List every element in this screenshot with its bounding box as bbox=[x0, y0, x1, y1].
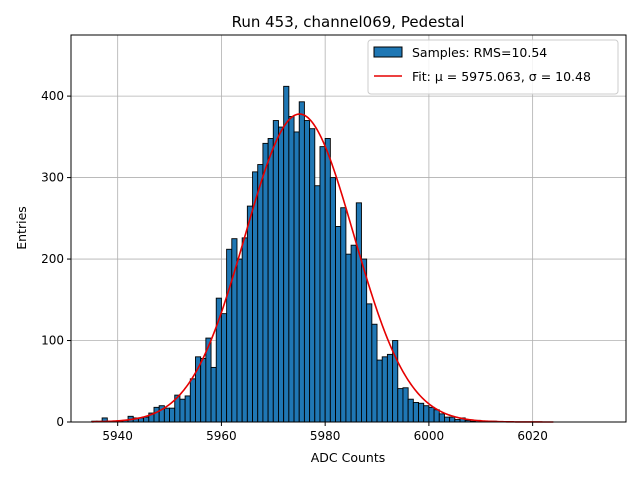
histogram-bar bbox=[319, 146, 326, 423]
histogram-bar bbox=[324, 138, 331, 423]
legend-label-fit: Fit: μ = 5975.063, σ = 10.48 bbox=[412, 69, 591, 84]
histogram-bar bbox=[355, 202, 362, 423]
histogram-bar bbox=[288, 116, 295, 423]
x-tick-label: 6000 bbox=[414, 429, 445, 443]
histogram-bar bbox=[407, 398, 414, 423]
x-tick-label: 5960 bbox=[206, 429, 237, 443]
histogram-bar bbox=[153, 406, 160, 423]
histogram-bar bbox=[257, 164, 264, 423]
histogram-bar bbox=[314, 185, 321, 423]
histogram-bar bbox=[283, 85, 290, 423]
histogram-bar bbox=[412, 401, 419, 423]
histogram-bar bbox=[272, 120, 279, 423]
histogram-bar bbox=[449, 416, 456, 423]
histogram-bar bbox=[350, 244, 357, 423]
histogram-bar bbox=[418, 402, 425, 423]
histogram-bar bbox=[423, 405, 430, 423]
y-tick-label: 300 bbox=[41, 171, 64, 185]
histogram-bar bbox=[402, 387, 409, 423]
histogram-bar bbox=[366, 303, 373, 423]
histogram-bar bbox=[329, 177, 336, 423]
x-tick-label: 5940 bbox=[102, 429, 133, 443]
legend-label-samples: Samples: RMS=10.54 bbox=[412, 45, 547, 60]
plot-frame bbox=[70, 34, 627, 423]
histogram-bar bbox=[246, 205, 253, 423]
histogram-bar bbox=[143, 416, 150, 423]
histogram-bar bbox=[428, 406, 435, 423]
y-tick-label: 200 bbox=[41, 252, 64, 266]
histogram-bar bbox=[397, 388, 404, 423]
y-tick-label: 100 bbox=[41, 334, 64, 348]
histogram-bar bbox=[371, 323, 378, 423]
y-tick-label: 400 bbox=[41, 89, 64, 103]
histogram-bar bbox=[381, 356, 388, 423]
x-tick-label: 6020 bbox=[517, 429, 548, 443]
histogram-bar bbox=[386, 353, 394, 423]
histogram-bar bbox=[210, 366, 217, 423]
histogram-bar bbox=[444, 416, 451, 423]
y-tick-label: 0 bbox=[56, 415, 64, 429]
histogram-bar bbox=[189, 378, 196, 423]
histogram-bar bbox=[200, 358, 207, 423]
x-axis-label: ADC Counts bbox=[311, 450, 386, 465]
histogram-bar bbox=[236, 258, 243, 423]
x-tick-label: 5980 bbox=[310, 429, 341, 443]
histogram-bar bbox=[433, 409, 440, 423]
histogram-bar bbox=[298, 101, 305, 423]
histogram-bar bbox=[340, 207, 347, 423]
legend-box bbox=[367, 39, 619, 95]
histogram-bar bbox=[163, 407, 171, 423]
histogram-bar bbox=[262, 142, 269, 423]
histogram-bar bbox=[179, 398, 186, 423]
histogram-bar bbox=[278, 126, 285, 423]
histogram-bar bbox=[220, 313, 228, 423]
histogram-bar bbox=[293, 131, 300, 423]
histogram-bar bbox=[267, 138, 274, 423]
x-axis-ticks: 5940 5960 5980 6000 6020 bbox=[102, 422, 548, 443]
histogram-bar bbox=[335, 226, 342, 423]
histogram-bar bbox=[241, 237, 248, 423]
y-axis-ticks: 0 100 200 300 400 bbox=[41, 89, 71, 429]
legend-swatch-samples bbox=[373, 46, 403, 58]
chart-title: Run 453, channel069, Pedestal bbox=[232, 13, 465, 31]
histogram-bar bbox=[345, 253, 352, 423]
histogram-bar bbox=[184, 395, 191, 423]
histogram-bar bbox=[303, 120, 311, 423]
legend: Samples: RMS=10.54 Fit: μ = 5975.063, σ … bbox=[367, 39, 619, 95]
histogram-bar bbox=[376, 359, 383, 423]
histogram-bar bbox=[438, 413, 445, 423]
fit-curve bbox=[91, 113, 554, 423]
y-axis-label: Entries bbox=[14, 206, 29, 250]
histogram-bar bbox=[169, 407, 176, 423]
histogram-bar bbox=[226, 248, 233, 423]
histogram-bar bbox=[361, 258, 368, 423]
histogram-bar bbox=[309, 128, 316, 423]
